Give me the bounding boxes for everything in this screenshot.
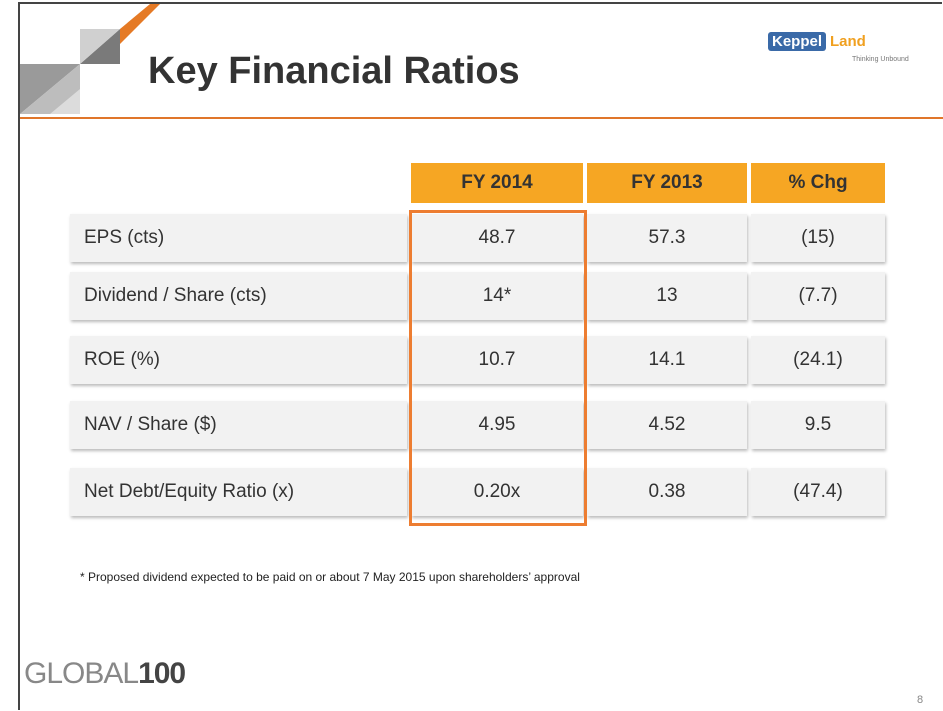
table-cell: (7.7) xyxy=(751,272,885,320)
corner-decoration xyxy=(20,4,160,114)
column-header: % Chg xyxy=(751,163,885,203)
footnote: * Proposed dividend expected to be paid … xyxy=(80,570,580,584)
frame xyxy=(18,2,942,710)
table-cell: 4.52 xyxy=(587,401,747,449)
table-cell: 57.3 xyxy=(587,214,747,262)
page-number: 8 xyxy=(917,694,924,706)
highlight-box xyxy=(409,210,587,526)
table-cell: (47.4) xyxy=(751,468,885,516)
table-cell: 0.20x xyxy=(411,468,583,516)
table-cell: 9.5 xyxy=(751,401,885,449)
column-header: FY 2014 xyxy=(411,163,583,203)
table-cell: 0.38 xyxy=(587,468,747,516)
tagline: Thinking Unbound xyxy=(852,56,909,63)
table-cell: 10.7 xyxy=(411,336,583,384)
table-cell: 13 xyxy=(587,272,747,320)
table-cell: 4.95 xyxy=(411,401,583,449)
table-cell: 14.1 xyxy=(587,336,747,384)
badge-word: GLOBAL xyxy=(24,657,139,690)
badge-number: 100 xyxy=(138,657,186,690)
row-label: ROE (%) xyxy=(70,336,407,384)
header-rule xyxy=(20,117,943,119)
row-label: Net Debt/Equity Ratio (x) xyxy=(70,468,407,516)
logo-left: Keppel xyxy=(768,32,827,51)
row-label: Dividend / Share (cts) xyxy=(70,272,407,320)
logo-right: Land xyxy=(830,33,866,50)
table-cell: 14* xyxy=(411,272,583,320)
badge: GLOBAL100 xyxy=(24,657,186,691)
logo: Keppel Land xyxy=(768,32,866,51)
title: Key Financial Ratios xyxy=(148,50,520,92)
table-cell: (15) xyxy=(751,214,885,262)
table-cell: (24.1) xyxy=(751,336,885,384)
row-label: EPS (cts) xyxy=(70,214,407,262)
column-header: FY 2013 xyxy=(587,163,747,203)
row-label: NAV / Share ($) xyxy=(70,401,407,449)
table-cell: 48.7 xyxy=(411,214,583,262)
